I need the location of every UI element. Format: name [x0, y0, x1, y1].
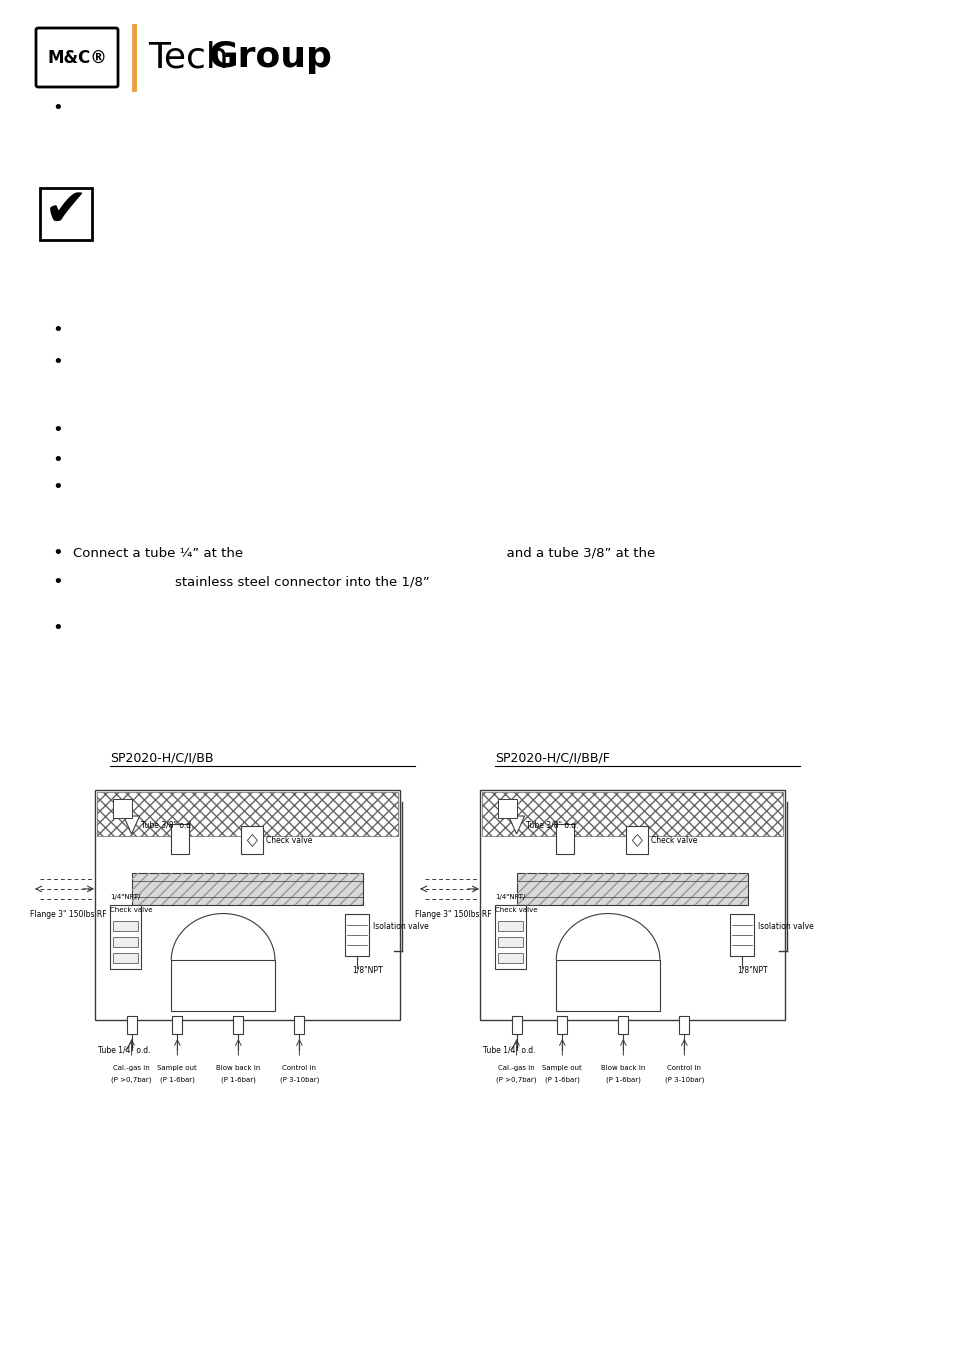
- Text: Tube 1/4" o.d.: Tube 1/4" o.d.: [482, 1045, 535, 1054]
- Bar: [556, 825, 574, 855]
- Text: •: •: [52, 352, 63, 371]
- Text: (P >0,7bar): (P >0,7bar): [112, 1077, 152, 1083]
- Text: Isolation valve: Isolation valve: [758, 922, 814, 931]
- Text: Check valve: Check valve: [651, 836, 697, 845]
- Text: Connect a tube ¼” at the                                                        : Connect a tube ¼” at the: [73, 547, 655, 559]
- Bar: [241, 826, 263, 855]
- Bar: [618, 1017, 628, 1034]
- Text: Blow back in: Blow back in: [216, 1065, 260, 1071]
- Bar: [172, 1017, 182, 1034]
- Text: Check valve: Check valve: [266, 836, 313, 845]
- Bar: [626, 826, 648, 855]
- Text: SP2020-H/C/I/BB: SP2020-H/C/I/BB: [110, 752, 213, 764]
- Bar: [517, 873, 747, 905]
- Bar: [95, 790, 399, 1021]
- Bar: [556, 960, 659, 1011]
- Text: Group: Group: [208, 40, 332, 74]
- Text: Isolation valve: Isolation valve: [374, 922, 429, 931]
- Text: 1/4"NPT/: 1/4"NPT/: [495, 894, 525, 900]
- Text: 1/8"NPT: 1/8"NPT: [737, 965, 767, 975]
- Text: Tube 1/4" o.d.: Tube 1/4" o.d.: [98, 1045, 151, 1054]
- Bar: [497, 953, 522, 963]
- Text: •: •: [52, 620, 63, 637]
- Bar: [172, 825, 189, 855]
- Text: Control in: Control in: [282, 1065, 316, 1071]
- Text: Tube 3/8" o.d.: Tube 3/8" o.d.: [141, 819, 193, 829]
- Polygon shape: [508, 815, 524, 834]
- Text: 1/4"NPT/: 1/4"NPT/: [111, 894, 140, 900]
- Bar: [97, 792, 397, 836]
- Text: •: •: [52, 99, 63, 117]
- Text: •: •: [52, 421, 63, 439]
- Text: •: •: [52, 321, 63, 339]
- Polygon shape: [124, 815, 139, 834]
- Bar: [517, 873, 747, 905]
- Text: Sample out: Sample out: [542, 1065, 581, 1071]
- Bar: [479, 790, 784, 1021]
- Bar: [127, 1017, 136, 1034]
- Bar: [679, 1017, 689, 1034]
- Text: (P 3-10bar): (P 3-10bar): [664, 1077, 703, 1083]
- Text: SP2020-H/C/I/BB/F: SP2020-H/C/I/BB/F: [495, 752, 609, 764]
- Polygon shape: [632, 834, 641, 846]
- Text: (P 1-6bar): (P 1-6bar): [605, 1077, 640, 1083]
- Bar: [729, 914, 754, 956]
- Text: Check valve: Check valve: [111, 907, 152, 913]
- Bar: [113, 921, 137, 930]
- Bar: [345, 914, 369, 956]
- Text: ✔: ✔: [44, 185, 88, 238]
- Text: Cal.-gas in: Cal.-gas in: [113, 1065, 150, 1071]
- Bar: [132, 873, 363, 905]
- Text: Blow back in: Blow back in: [600, 1065, 645, 1071]
- Bar: [132, 873, 363, 905]
- Text: Sample out: Sample out: [157, 1065, 197, 1071]
- Bar: [557, 1017, 567, 1034]
- Bar: [481, 792, 782, 836]
- Bar: [113, 953, 137, 963]
- Text: Check valve: Check valve: [495, 907, 537, 913]
- Text: (P 1-6bar): (P 1-6bar): [544, 1077, 579, 1083]
- Text: •: •: [52, 544, 63, 562]
- Bar: [495, 904, 525, 969]
- Text: Tube 3/8" o.d.: Tube 3/8" o.d.: [525, 819, 578, 829]
- Text: stainless steel connector into the 1/8”: stainless steel connector into the 1/8”: [73, 575, 429, 589]
- Text: Cal.-gas in: Cal.-gas in: [497, 1065, 535, 1071]
- Bar: [497, 937, 522, 946]
- Text: (P >0,7bar): (P >0,7bar): [496, 1077, 537, 1083]
- Text: •: •: [52, 451, 63, 468]
- Text: •: •: [52, 572, 63, 591]
- Bar: [111, 904, 141, 969]
- Bar: [113, 799, 132, 818]
- Text: 1/8"NPT: 1/8"NPT: [352, 965, 383, 975]
- Text: M&C®: M&C®: [47, 49, 107, 66]
- Text: Tech: Tech: [148, 40, 229, 74]
- Text: (P 1-6bar): (P 1-6bar): [160, 1077, 194, 1083]
- Text: Flange 3" 150lbs RF: Flange 3" 150lbs RF: [30, 910, 107, 919]
- Bar: [511, 1017, 521, 1034]
- Bar: [113, 937, 137, 946]
- Text: Control in: Control in: [667, 1065, 700, 1071]
- Text: (P 3-10bar): (P 3-10bar): [279, 1077, 318, 1083]
- Text: Flange 3" 150lbs RF: Flange 3" 150lbs RF: [415, 910, 491, 919]
- Bar: [294, 1017, 304, 1034]
- Bar: [40, 188, 91, 240]
- Polygon shape: [247, 834, 257, 846]
- Bar: [233, 1017, 243, 1034]
- Bar: [497, 799, 517, 818]
- Bar: [172, 960, 274, 1011]
- Text: (P 1-6bar): (P 1-6bar): [221, 1077, 255, 1083]
- Bar: [497, 921, 522, 930]
- FancyBboxPatch shape: [36, 28, 118, 86]
- Text: •: •: [52, 478, 63, 495]
